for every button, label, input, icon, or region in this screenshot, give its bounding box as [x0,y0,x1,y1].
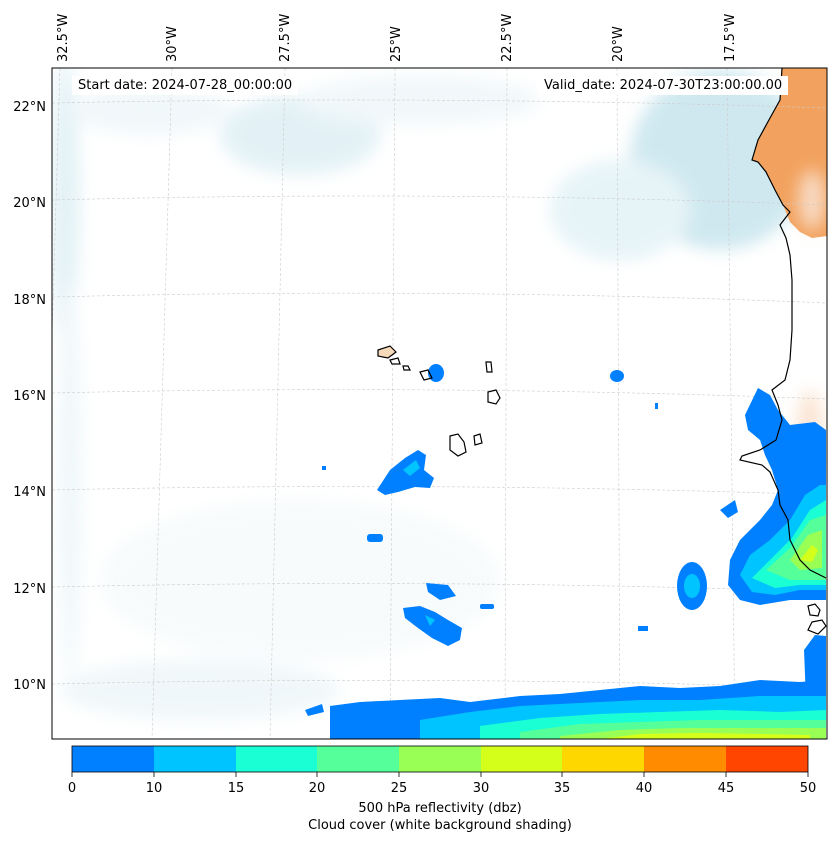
longitude-labels: 32.5°W 30°W 27.5°W 25°W 22.5°W 20°W 17.5… [56,14,738,62]
colorbar-segment [399,746,481,772]
colorbar-segment [317,746,399,772]
map-frame [51,67,828,740]
colorbar-label: 500 hPa reflectivity (dbz) [358,801,522,816]
valid-date-label: Valid_date: 2024-07-30T23:00:00.00 [538,76,789,95]
lat-label: 18°N [13,293,46,308]
colorbar-sublabel: Cloud cover (white background shading) [308,818,572,833]
lat-label: 12°N [13,582,46,597]
colorbar-tick: 40 [635,781,653,796]
colorbar-frame [71,745,809,773]
colorbar-segment [154,746,236,772]
lon-label: 17.5°W [723,14,738,62]
colorbar-segment [481,746,562,772]
colorbar-segment [72,746,154,772]
colorbar [71,745,809,777]
colorbar-segment [236,746,317,772]
colorbar-segment [726,746,808,772]
lon-label: 32.5°W [56,14,71,62]
map-area [52,68,827,739]
lat-label: 22°N [13,100,46,115]
start-date-label: Start date: 2024-07-28_00:00:00 [72,76,299,95]
lon-label: 22.5°W [500,14,515,62]
lon-label: 30°W [165,26,180,62]
colorbar-tick: 45 [717,781,735,796]
colorbar-tick: 50 [799,781,817,796]
coastlines [377,68,827,635]
graticule [52,68,827,739]
colorbar-tick: 20 [308,781,326,796]
colorbar-tick: 30 [472,781,490,796]
lat-label: 14°N [13,485,46,500]
lat-label: 16°N [13,389,46,404]
lon-label: 25°W [389,26,404,62]
latitude-labels: 22°N 20°N 18°N 16°N 14°N 12°N 10°N [13,100,46,693]
cloud-cover-shading [52,68,810,720]
colorbar-tick: 35 [553,781,571,796]
lon-label: 27.5°W [278,14,293,62]
reflectivity-field [305,364,826,739]
colorbar-tick: 10 [145,781,163,796]
lon-label: 20°W [611,26,626,62]
colorbar-segment [562,746,644,772]
lat-label: 10°N [13,678,46,693]
colorbar-tick: 25 [390,781,408,796]
colorbar-tick: 15 [227,781,245,796]
lat-label: 20°N [13,196,46,211]
colorbar-tick: 0 [67,781,77,796]
colorbar-segment [644,746,726,772]
